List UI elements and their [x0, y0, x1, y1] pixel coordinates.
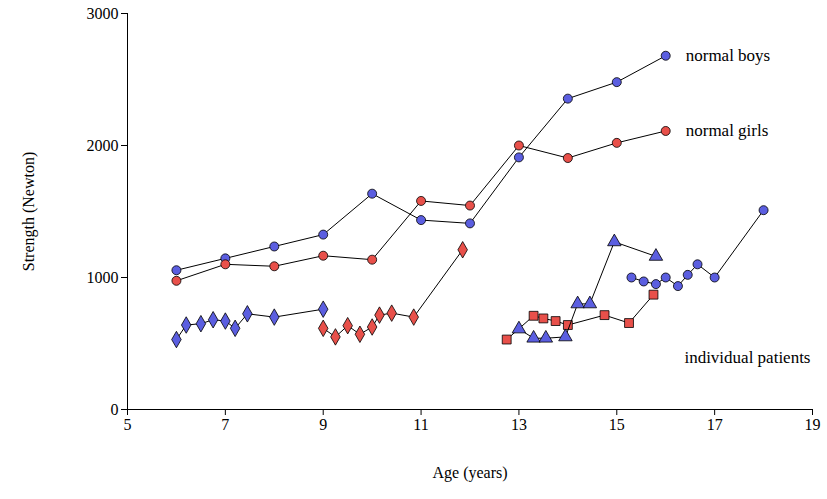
svg-text:17: 17 — [707, 416, 723, 433]
svg-text:Age (years): Age (years) — [432, 464, 507, 482]
svg-text:2000: 2000 — [87, 137, 119, 154]
svg-text:3000: 3000 — [87, 5, 119, 22]
svg-text:0: 0 — [111, 401, 119, 418]
svg-text:7: 7 — [221, 416, 229, 433]
svg-text:11: 11 — [413, 416, 428, 433]
svg-text:1000: 1000 — [87, 269, 119, 286]
svg-text:13: 13 — [511, 416, 527, 433]
svg-text:normal boys: normal boys — [686, 46, 771, 65]
svg-text:9: 9 — [319, 416, 327, 433]
svg-text:individual patients: individual patients — [684, 348, 810, 367]
svg-text:normal girls: normal girls — [686, 121, 769, 140]
svg-text:19: 19 — [805, 416, 821, 433]
svg-text:Strength (Newton): Strength (Newton) — [20, 152, 38, 272]
svg-text:5: 5 — [124, 416, 132, 433]
svg-text:15: 15 — [609, 416, 625, 433]
